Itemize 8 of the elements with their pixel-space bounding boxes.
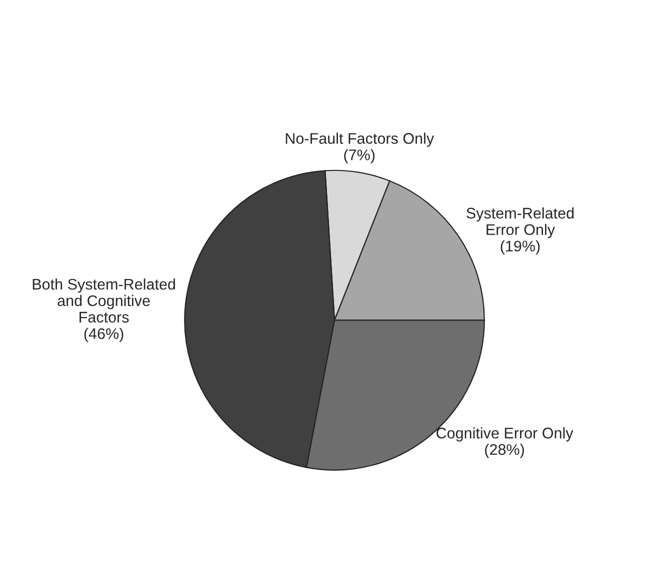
- data-label: (19%): [500, 240, 540, 255]
- data-label: (7%): [344, 149, 375, 164]
- slice-label: Cognitive Error Only: [436, 427, 574, 442]
- slice-label: Both System-Related and Cognitive Factors: [32, 278, 175, 323]
- data-label: (46%): [84, 328, 124, 342]
- data-label: (28%): [485, 444, 524, 458]
- slice-label: No-Fault Factors Only: [286, 132, 434, 147]
- slice-label: System-Related Error Only: [466, 207, 574, 238]
